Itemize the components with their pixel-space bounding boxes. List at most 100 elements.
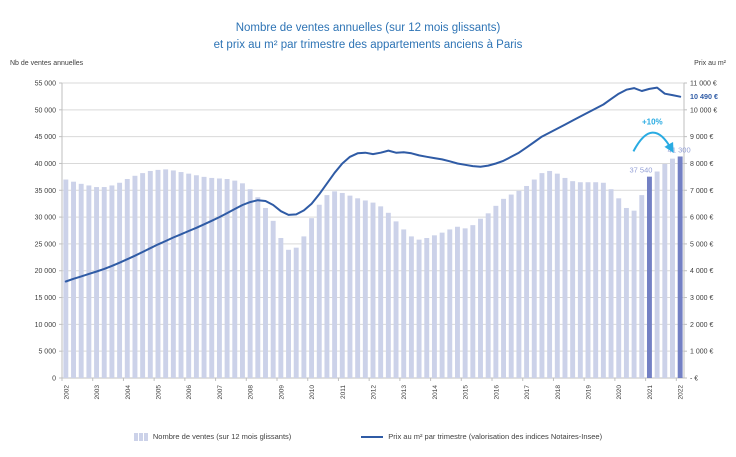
sales-bar xyxy=(316,204,322,378)
left-axis-tick-label: 5 000 xyxy=(38,349,56,356)
right-axis-tick-label: 3 000 € xyxy=(690,295,713,302)
sales-bar xyxy=(501,198,507,378)
legend-price-label: Prix au m² par trimestre (valorisation d… xyxy=(388,432,603,441)
sales-bar-highlight xyxy=(646,176,652,378)
sales-bar xyxy=(431,235,437,378)
sales-bar xyxy=(393,221,399,378)
legend-sales-label: Nombre de ventes (sur 12 mois glissants) xyxy=(152,432,292,441)
sales-bar xyxy=(424,238,430,378)
right-axis-tick-label: 5 000 € xyxy=(690,241,713,248)
sales-bar xyxy=(309,218,315,378)
right-axis-tick-label: 1 000 € xyxy=(690,349,713,356)
sales-bar xyxy=(470,225,476,378)
x-axis-year-label: 2002 xyxy=(63,385,70,400)
left-axis-tick-label: 55 000 xyxy=(35,81,57,88)
x-axis-year-label: 2005 xyxy=(155,385,162,400)
x-axis-year-label: 2010 xyxy=(309,385,316,400)
x-axis-year-label: 2009 xyxy=(278,385,285,400)
x-axis-year-label: 2019 xyxy=(586,385,593,400)
sales-bar xyxy=(232,180,238,378)
right-axis-tick-label: - € xyxy=(690,376,698,383)
sales-bar xyxy=(216,178,222,378)
x-axis-year-label: 2004 xyxy=(125,385,132,400)
sales-bar xyxy=(94,187,100,378)
sales-bar xyxy=(278,238,284,378)
sales-bar xyxy=(339,192,345,378)
legend-item-sales: Nombre de ventes (sur 12 mois glissants) xyxy=(133,432,292,441)
sales-bar xyxy=(193,175,199,378)
bar-2021-value-label: 37 540 xyxy=(629,166,652,175)
sales-bar xyxy=(378,206,384,378)
right-axis-tick-label: 6 000 € xyxy=(690,215,713,222)
left-axis-tick-label: 0 xyxy=(52,376,56,383)
sales-bar xyxy=(585,182,591,378)
right-axis-tick-label: 7 000 € xyxy=(690,188,713,195)
chart-title-line1: Nombre de ventes annuelles (sur 12 mois … xyxy=(235,22,501,34)
sales-bar xyxy=(147,170,153,378)
pct-increase-arrow-icon xyxy=(632,131,674,154)
sales-bar xyxy=(593,182,599,378)
left-axis-tick-label: 10 000 xyxy=(35,322,57,329)
x-axis-year-label: 2013 xyxy=(401,385,408,400)
sales-bar xyxy=(224,179,230,378)
x-axis-year-label: 2012 xyxy=(371,385,378,400)
sales-bar xyxy=(370,202,376,378)
x-axis-year-label: 2011 xyxy=(340,385,347,399)
sales-bar xyxy=(570,181,576,378)
sales-bar xyxy=(286,249,291,378)
sales-bar xyxy=(124,179,130,378)
x-axis-year-label: 2006 xyxy=(186,385,193,400)
right-axis-tick-label: 2 000 € xyxy=(690,322,713,329)
bar-series-swatch-icon xyxy=(133,432,148,441)
sales-bar xyxy=(186,173,192,378)
sales-bar xyxy=(639,195,645,378)
line-series-swatch-icon xyxy=(361,435,384,438)
sales-bar xyxy=(478,218,483,378)
x-axis-year-label: 2008 xyxy=(248,385,255,400)
sales-bar xyxy=(86,185,92,378)
right-axis-tick-label: 9 000 € xyxy=(690,134,713,141)
sales-bar xyxy=(347,195,353,378)
sales-bar xyxy=(631,210,637,378)
sales-bar xyxy=(508,194,514,378)
x-axis-year-label: 2017 xyxy=(524,385,531,400)
sales-bar xyxy=(562,177,568,378)
right-axis-tick-label: 8 000 € xyxy=(690,161,713,168)
sales-bar xyxy=(462,228,468,378)
left-axis-tick-label: 40 000 xyxy=(35,161,57,168)
bar-2022-value-label: 41 300 xyxy=(668,145,691,154)
sales-bar xyxy=(662,163,668,378)
sales-bar xyxy=(616,198,622,378)
x-axis-year-label: 2003 xyxy=(94,385,101,400)
sales-bar-highlight xyxy=(677,156,683,378)
left-axis-tick-label: 15 000 xyxy=(35,295,57,302)
sales-bar xyxy=(301,236,307,378)
sales-bar xyxy=(600,182,606,378)
sales-bar xyxy=(485,213,491,378)
sales-bar xyxy=(209,177,215,378)
x-axis-year-label: 2021 xyxy=(647,385,654,400)
sales-bar xyxy=(255,197,261,378)
sales-bar xyxy=(247,189,253,378)
sales-bar xyxy=(654,171,660,378)
sales-bar xyxy=(493,205,499,378)
sales-bar xyxy=(447,229,453,378)
sales-bar xyxy=(516,190,522,378)
sales-bar xyxy=(455,226,460,378)
sales-bar xyxy=(577,182,583,378)
sales-bar xyxy=(332,191,338,378)
right-axis-tick-label: 10 000 € xyxy=(690,107,717,114)
sales-bar xyxy=(140,173,146,378)
sales-bar xyxy=(178,172,184,378)
price-last-value-label: 10 490 € xyxy=(690,92,718,101)
x-axis-year-label: 2022 xyxy=(678,385,685,400)
sales-bar xyxy=(531,179,537,378)
sales-bar xyxy=(324,195,330,378)
sales-bar xyxy=(670,158,675,378)
sales-bar xyxy=(408,236,414,378)
sales-bar xyxy=(439,232,445,378)
legend-item-price: Prix au m² par trimestre (valorisation d… xyxy=(361,432,602,441)
sales-bar xyxy=(623,207,629,378)
sales-bar xyxy=(547,170,553,378)
